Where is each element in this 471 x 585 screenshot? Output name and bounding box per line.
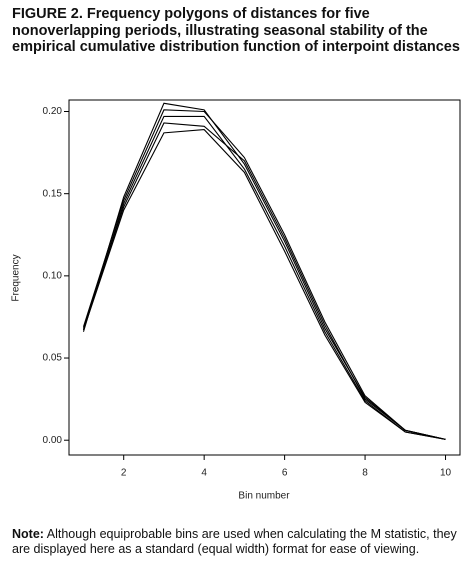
chart-title: FIGURE 2. Frequency polygons of distance…	[12, 6, 460, 55]
x-tick-label: 8	[362, 468, 368, 479]
x-tick-label: 6	[282, 468, 288, 479]
series-line	[82, 102, 446, 440]
note-text: Although equiprobable bins are used when…	[12, 527, 457, 556]
x-tick-label: 10	[440, 468, 452, 479]
y-axis-label: Frequency	[11, 254, 22, 301]
note: Note: Although equiprobable bins are use…	[12, 527, 464, 557]
y-tick-label: 0.00	[43, 435, 63, 446]
x-tick-label: 4	[201, 468, 207, 479]
y-tick-label: 0.10	[43, 270, 63, 281]
y-tick-label: 0.05	[43, 353, 63, 364]
x-axis-label: Bin number	[238, 491, 290, 502]
note-label: Note:	[12, 527, 44, 541]
y-tick-label: 0.15	[43, 188, 63, 199]
plot-frame	[68, 99, 461, 456]
series-line	[82, 129, 446, 440]
x-tick-label: 2	[121, 468, 127, 479]
series-line	[82, 115, 446, 440]
y-tick-label: 0.20	[43, 106, 63, 117]
series-line	[82, 109, 446, 440]
chart: Bin number Frequency 0.00 0.05 0.10 0.15 0.2…	[11, 99, 461, 502]
series-line	[82, 122, 446, 440]
